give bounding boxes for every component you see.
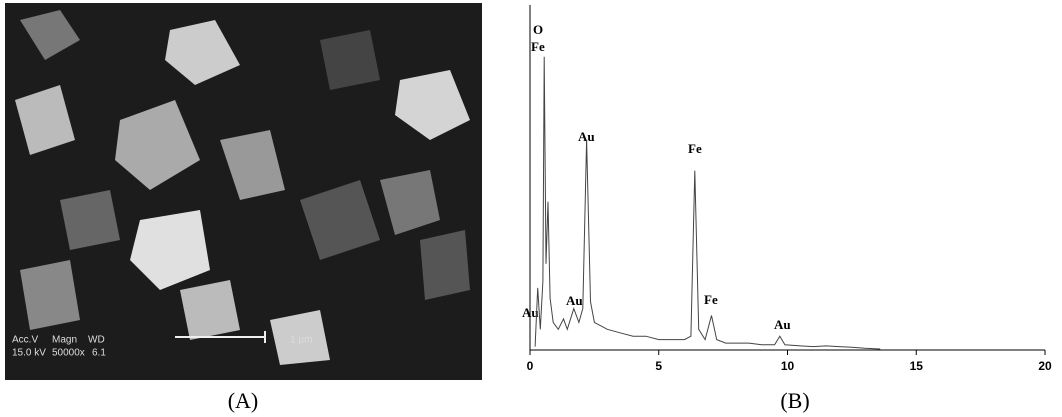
- peak-label: O: [533, 22, 543, 37]
- x-tick-label: 20: [1038, 359, 1052, 373]
- spectrum: [534, 56, 881, 350]
- x-tick-label: 10: [781, 359, 795, 373]
- x-tick-label: 15: [910, 359, 924, 373]
- peak-label: Fe: [704, 292, 718, 307]
- sem-info: WD: [88, 335, 105, 346]
- x-tick-label: 5: [655, 359, 662, 373]
- peak-label: Au: [774, 317, 791, 332]
- peak-label: Au: [578, 129, 595, 144]
- sem-image: Acc.V Magn WD 15.0 kV 50000x 6.1 1 μm: [5, 3, 482, 380]
- x-tick-label: 0: [527, 359, 534, 373]
- sem-info: Magn: [52, 335, 77, 346]
- peak-label: Au: [566, 293, 583, 308]
- peak-label: Fe: [688, 141, 702, 156]
- panel-label: (A): [228, 388, 259, 413]
- scale-bar-label: 1 μm: [290, 335, 312, 346]
- panel-label: (B): [780, 388, 809, 413]
- peak-label: Au: [522, 305, 539, 320]
- peak-label: Fe: [531, 39, 545, 54]
- sem-info: 50000x: [52, 348, 85, 359]
- sem-info: Acc.V: [12, 335, 38, 346]
- sem-info: 6.1: [92, 348, 106, 359]
- sem-info: 15.0 kV: [12, 348, 46, 359]
